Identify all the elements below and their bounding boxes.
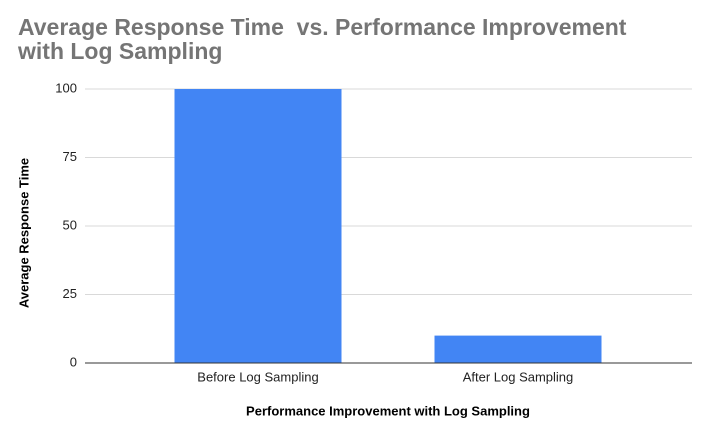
chart-title: Average Response Time vs. Performance Im… (18, 14, 633, 64)
bar (434, 335, 602, 363)
y-tick-label: 100 (55, 80, 77, 95)
bar (174, 89, 342, 363)
y-axis-title: Average Response Time (16, 158, 31, 308)
y-tick-label: 75 (63, 149, 77, 164)
y-tick-label: 0 (70, 354, 77, 369)
x-tick-label: Before Log Sampling (197, 369, 318, 384)
x-axis-title: Performance Improvement with Log Samplin… (246, 403, 530, 418)
y-tick-label: 25 (63, 286, 77, 301)
y-tick-label: 50 (63, 217, 77, 232)
x-tick-label: After Log Sampling (463, 369, 574, 384)
